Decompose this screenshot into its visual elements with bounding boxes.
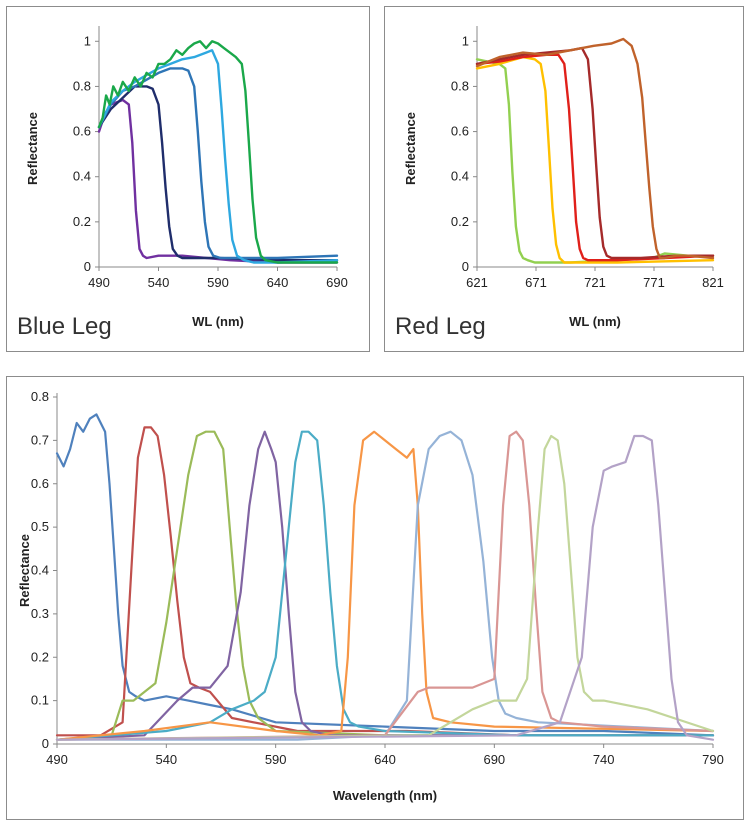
blue-leg-chart: 0 0.2 0.4 0.6 0.8 1 490 540 590 640 690 WL (nm) Refl… <box>25 26 348 329</box>
series-line-bottom-5 <box>55 430 715 741</box>
series-line-bottom-9 <box>55 434 715 741</box>
y-tick-label: 0.2 <box>451 214 469 229</box>
series-line-bottom-2 <box>55 426 715 737</box>
x-tick-label: 721 <box>584 275 606 290</box>
x-tick-label: 540 <box>155 752 177 767</box>
x-tick-label: 540 <box>148 275 170 290</box>
series-line-bottom-4 <box>55 430 715 741</box>
red-leg-chart: 0 0.2 0.4 0.6 0.8 1 621 671 721 771 821 WL (nm) Refl… <box>403 26 724 329</box>
blue-leg-chart-panel: 0 0.2 0.4 0.6 0.8 1 490 540 590 640 690 WL (nm) Refl… <box>6 6 370 352</box>
x-tick-label: 671 <box>525 275 547 290</box>
y-tick-label: 0.4 <box>73 169 91 184</box>
y-tick-label: 1 <box>462 33 469 48</box>
series-line-red-3 <box>475 53 715 262</box>
x-tick-label: 621 <box>466 275 488 290</box>
y-tick-label: 0.6 <box>73 124 91 139</box>
series-line-blue-1 <box>97 98 339 264</box>
red-leg-chart-panel: 0 0.2 0.4 0.6 0.8 1 621 671 721 771 821 WL (nm) Refl… <box>384 6 744 352</box>
y-tick-label: 0 <box>84 259 91 274</box>
y-tick-label: 0.4 <box>451 169 469 184</box>
y-tick-label: 0.8 <box>451 78 469 93</box>
y-tick-label: 0.5 <box>31 519 49 534</box>
series-line-blue-4 <box>97 49 339 264</box>
y-tick-label: 0.6 <box>451 124 469 139</box>
x-tick-label: 690 <box>326 275 348 290</box>
x-tick-label: 490 <box>88 275 110 290</box>
series-line-red-5 <box>475 37 715 260</box>
y-tick-label: 0.1 <box>31 693 49 708</box>
x-tick-label: 640 <box>374 752 396 767</box>
y-tick-label: 0.7 <box>31 432 49 447</box>
red-leg-annotation: Red Leg <box>395 313 486 340</box>
series-line-bottom-8 <box>55 430 715 741</box>
combined-reflectance-chart: 0 0.1 0.2 0.3 0.4 0.5 0.6 0.7 0.8 490 540 590 640 690… <box>17 389 724 803</box>
y-tick-label: 0.4 <box>31 563 49 578</box>
series-line-bottom-10 <box>55 434 715 741</box>
x-tick-label: 590 <box>265 752 287 767</box>
x-axis-title: WL (nm) <box>192 314 244 329</box>
x-tick-label: 821 <box>702 275 724 290</box>
x-tick-label: 490 <box>46 752 68 767</box>
y-tick-label: 1 <box>84 33 91 48</box>
y-axis-title: Reflectance <box>17 534 32 607</box>
y-tick-label: 0 <box>42 736 49 751</box>
series-line-bottom-1 <box>55 413 715 737</box>
y-tick-label: 0.2 <box>31 649 49 664</box>
x-axis-title: Wavelength (nm) <box>333 788 437 803</box>
series-line-bottom-3 <box>55 430 715 741</box>
x-tick-label: 771 <box>643 275 665 290</box>
series-line-blue-5 <box>97 40 339 264</box>
series-line-blue-3 <box>97 67 339 260</box>
y-tick-label: 0.6 <box>31 476 49 491</box>
x-tick-label: 640 <box>267 275 289 290</box>
y-tick-label: 0.8 <box>73 78 91 93</box>
y-axis-title: Reflectance <box>403 112 418 185</box>
series-line-blue-2 <box>97 85 339 262</box>
x-tick-label: 790 <box>702 752 724 767</box>
x-tick-label: 740 <box>593 752 615 767</box>
series-line-bottom-7 <box>55 430 715 741</box>
series-line-bottom-6 <box>55 430 715 741</box>
y-tick-label: 0.8 <box>31 389 49 404</box>
blue-leg-annotation: Blue Leg <box>17 313 112 340</box>
y-axis-title: Reflectance <box>25 112 40 185</box>
y-tick-label: 0 <box>462 259 469 274</box>
x-axis-title: WL (nm) <box>569 314 621 329</box>
x-tick-label: 590 <box>207 275 229 290</box>
y-tick-label: 0.3 <box>31 606 49 621</box>
combined-reflectance-chart-panel: 0 0.1 0.2 0.3 0.4 0.5 0.6 0.7 0.8 490 540 590 640 690… <box>6 376 744 820</box>
x-tick-label: 690 <box>483 752 505 767</box>
y-tick-label: 0.2 <box>73 214 91 229</box>
